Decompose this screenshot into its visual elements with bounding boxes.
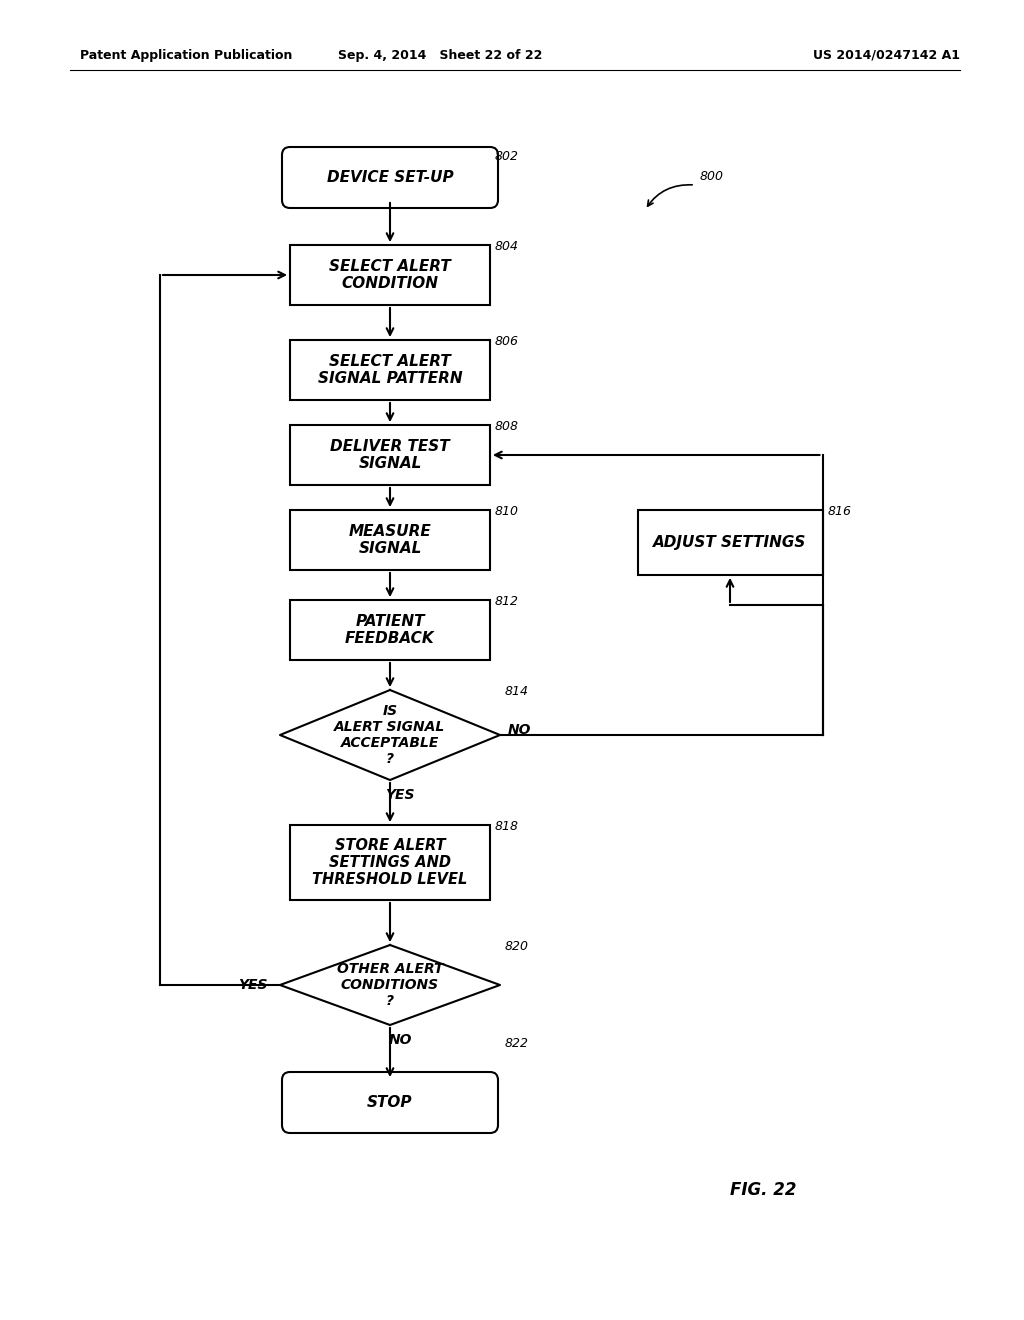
Text: US 2014/0247142 A1: US 2014/0247142 A1 [813,49,961,62]
FancyBboxPatch shape [282,147,498,209]
Bar [290,825,490,900]
Text: 802: 802 [495,150,519,162]
Text: MEASURE
SIGNAL: MEASURE SIGNAL [348,524,431,556]
Text: NO: NO [388,1034,412,1047]
Text: 812: 812 [495,595,519,609]
Text: IS
ALERT SIGNAL
ACCEPTABLE
?: IS ALERT SIGNAL ACCEPTABLE ? [335,704,445,767]
Text: PATIENT
FEEDBACK: PATIENT FEEDBACK [345,614,435,647]
Text: SELECT ALERT
CONDITION: SELECT ALERT CONDITION [329,259,451,292]
Text: SELECT ALERT
SIGNAL PATTERN: SELECT ALERT SIGNAL PATTERN [317,354,462,387]
Text: STOP: STOP [368,1096,413,1110]
Bar [290,341,490,400]
Bar [638,510,822,576]
Text: 800: 800 [700,170,724,183]
Text: 822: 822 [505,1038,529,1049]
Bar [290,601,490,660]
Text: DELIVER TEST
SIGNAL: DELIVER TEST SIGNAL [330,438,450,471]
Text: Sep. 4, 2014   Sheet 22 of 22: Sep. 4, 2014 Sheet 22 of 22 [338,49,542,62]
Text: ADJUST SETTINGS: ADJUST SETTINGS [653,535,807,550]
Text: Patent Application Publication: Patent Application Publication [80,49,293,62]
Text: 806: 806 [495,335,519,348]
Text: NO: NO [508,723,531,737]
Text: 818: 818 [495,820,519,833]
Text: OTHER ALERT
CONDITIONS
?: OTHER ALERT CONDITIONS ? [337,962,443,1008]
Text: 804: 804 [495,240,519,253]
Text: STORE ALERT
SETTINGS AND
THRESHOLD LEVEL: STORE ALERT SETTINGS AND THRESHOLD LEVEL [312,838,468,887]
Text: FIG. 22: FIG. 22 [730,1181,797,1199]
Text: DEVICE SET-UP: DEVICE SET-UP [327,170,454,185]
Text: 808: 808 [495,420,519,433]
FancyBboxPatch shape [282,1072,498,1133]
Bar [290,510,490,570]
Bar [290,246,490,305]
Text: 814: 814 [505,685,529,698]
Polygon shape [280,945,500,1026]
Text: YES: YES [385,788,415,803]
Polygon shape [280,690,500,780]
Text: 820: 820 [505,940,529,953]
Text: YES: YES [239,978,268,993]
Bar [290,425,490,484]
Text: 816: 816 [827,506,852,517]
Text: 810: 810 [495,506,519,517]
